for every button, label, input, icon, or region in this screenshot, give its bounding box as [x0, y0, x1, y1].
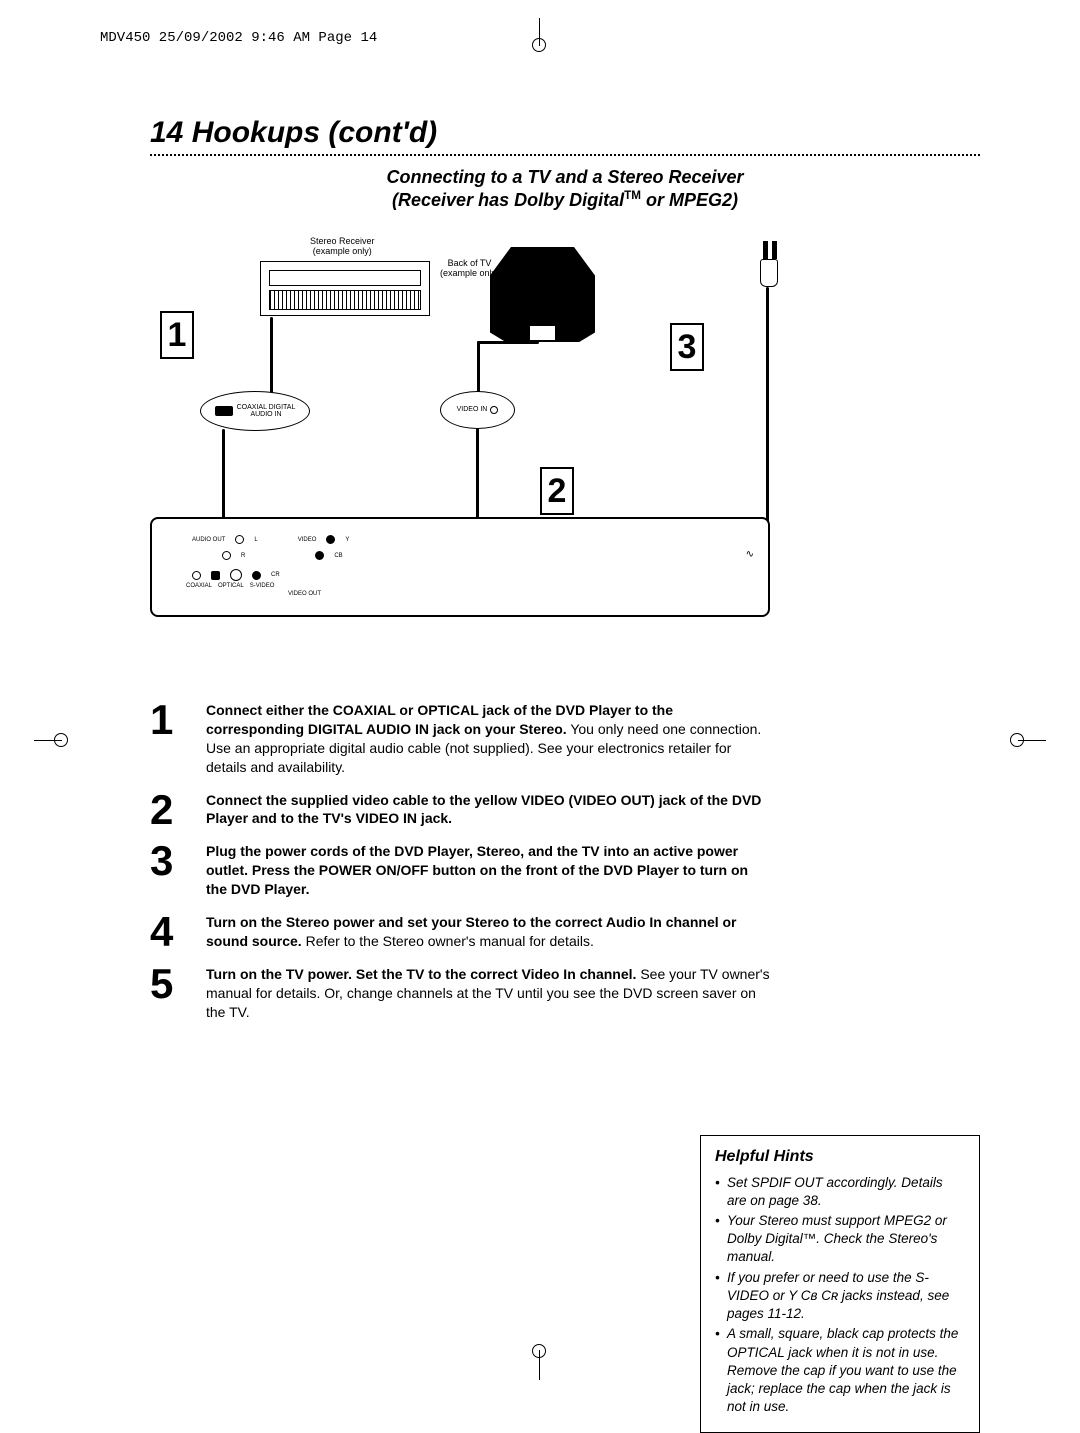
connector-label: VIDEO IN	[457, 406, 488, 413]
cable-segment	[476, 428, 479, 520]
hints-list: Set SPDIF OUT accordingly. Details are o…	[715, 1174, 965, 1417]
step-text: Turn on the TV power. Set the TV to the …	[206, 965, 770, 1022]
helpful-hints-box: Helpful Hints Set SPDIF OUT accordingly.…	[700, 1135, 980, 1433]
hint-item: If you prefer or need to use the S-VIDEO…	[715, 1269, 965, 1324]
step-text: Plug the power cords of the DVD Player, …	[206, 842, 770, 899]
hookup-diagram: Stereo Receiver (example only) Back of T…	[150, 231, 970, 631]
power-plug-icon	[754, 241, 784, 301]
trademark: TM	[624, 189, 641, 202]
instruction-step: 1Connect either the COAXIAL or OPTICAL j…	[150, 701, 770, 777]
subtitle-line1: Connecting to a TV and a Stereo Receiver	[386, 167, 743, 187]
hints-title: Helpful Hints	[715, 1146, 965, 1168]
ac-symbol: ∿	[746, 549, 754, 560]
cable-segment	[477, 341, 480, 393]
instruction-steps: 1Connect either the COAXIAL or OPTICAL j…	[150, 701, 980, 1022]
step-number: 2	[150, 791, 190, 829]
video-in-connector: VIDEO IN	[440, 391, 515, 429]
crop-mark	[532, 1344, 546, 1358]
instruction-step: 4 Turn on the Stereo power and set your S…	[150, 913, 770, 951]
crop-mark	[54, 733, 68, 747]
jack-label: L	[254, 537, 257, 543]
jack-label: Y	[345, 537, 349, 543]
stereo-receiver-icon	[260, 261, 430, 316]
callout-3: 3	[670, 323, 704, 371]
jack-label: S-VIDEO	[250, 583, 275, 589]
callout-2: 2	[540, 467, 574, 515]
dotted-rule	[150, 154, 980, 156]
step-number: 3	[150, 842, 190, 899]
instruction-step: 3 Plug the power cords of the DVD Player,…	[150, 842, 770, 899]
instruction-step: 2 Connect the supplied video cable to the…	[150, 791, 770, 829]
cable-segment	[477, 341, 539, 344]
jack-label: VIDEO OUT	[288, 591, 321, 597]
step-number: 1	[150, 701, 190, 777]
hint-item: Set SPDIF OUT accordingly. Details are o…	[715, 1174, 965, 1210]
jack-label: AUDIO OUT	[192, 537, 225, 543]
subtitle-line2-suffix: or MPEG2)	[641, 190, 738, 210]
page: MDV450 25/09/2002 9:46 AM Page 14 14 Hoo…	[0, 0, 1080, 1397]
connector-label: COAXIAL DIGITAL AUDIO IN	[237, 404, 296, 419]
section-subtitle: Connecting to a TV and a Stereo Receiver…	[150, 166, 980, 211]
tv-back-icon	[490, 247, 595, 342]
jack-label: VIDEO	[298, 537, 317, 543]
crop-mark	[532, 38, 546, 52]
crop-mark	[1010, 733, 1024, 747]
dvd-player-back: AUDIO OUT L VIDEO Y R CB	[150, 517, 770, 617]
jack-label: OPTICAL	[218, 583, 244, 589]
cable-segment	[270, 317, 273, 393]
hint-item: Your Stereo must support MPEG2 or Dolby …	[715, 1212, 965, 1267]
step-text: Connect either the COAXIAL or OPTICAL ja…	[206, 701, 770, 777]
receiver-label: Stereo Receiver (example only)	[310, 237, 375, 257]
callout-1: 1	[160, 311, 194, 359]
page-title: 14 Hookups (cont'd)	[150, 116, 980, 150]
subtitle-line2-prefix: (Receiver has Dolby Digital	[392, 190, 624, 210]
digital-audio-in-connector: COAXIAL DIGITAL AUDIO IN	[200, 391, 310, 431]
jack-label: CR	[271, 572, 280, 578]
jack-label: COAXIAL	[186, 583, 212, 589]
hint-item: A small, square, black cap protects the …	[715, 1325, 965, 1416]
jack-label: CB	[334, 553, 342, 559]
step-text: Connect the supplied video cable to the …	[206, 791, 770, 829]
step-number: 4	[150, 913, 190, 951]
step-text: Turn on the Stereo power and set your St…	[206, 913, 770, 951]
instruction-step: 5 Turn on the TV power. Set the TV to the…	[150, 965, 770, 1022]
step-number: 5	[150, 965, 190, 1022]
jack-label: R	[241, 553, 245, 559]
power-cord	[766, 287, 769, 533]
